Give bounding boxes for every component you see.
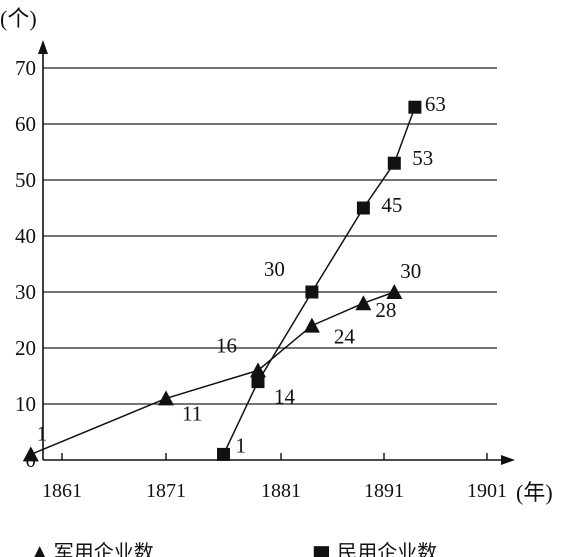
grid-lines	[43, 67, 497, 405]
x-tick-label-1901: 1901	[467, 480, 507, 502]
legend: ▲ 军用企业数 ■ 民用企业数	[0, 536, 566, 557]
y-tick-label-70: 70	[15, 56, 36, 80]
legend-military-label: 军用企业数	[53, 540, 154, 557]
enterprise-count-chart: 01020304050607018611871188118911901 1111…	[0, 6, 553, 505]
x-tick-label-1881: 1881	[261, 480, 301, 502]
series-0-marker-4	[355, 295, 372, 311]
series-0-marker-1	[158, 390, 174, 406]
series-0-marker-0	[22, 446, 39, 462]
y-tick-label-30: 30	[15, 280, 36, 304]
series-0-data-label-2: 16	[216, 333, 237, 357]
series-1-marker-3	[356, 201, 370, 215]
series-0-marker-3	[303, 317, 320, 333]
y-tick-label-40: 40	[15, 224, 36, 248]
series-0-data-label-1: 11	[182, 401, 202, 425]
series-1-data-label-4: 53	[412, 146, 433, 170]
y-tick-label-20: 20	[15, 336, 36, 360]
series-0-data-label-3: 24	[334, 325, 356, 349]
series-line-1	[222, 106, 416, 455]
series-1-data-label-2: 30	[264, 257, 285, 281]
y-axis-arrow	[38, 40, 48, 54]
series-1-data-label-3: 45	[381, 193, 402, 217]
series-1-data-label-0: 1	[236, 433, 247, 457]
y-tick-label-50: 50	[15, 168, 36, 192]
legend-civil: ■ 民用企业数	[312, 536, 437, 557]
legend-civil-label: 民用企业数	[337, 540, 438, 557]
x-tick-label-1871: 1871	[146, 480, 186, 502]
series-1-marker-1	[251, 375, 265, 389]
series-1-marker-0	[217, 447, 230, 461]
y-tick-label-10: 10	[15, 392, 36, 416]
axes	[38, 40, 515, 465]
series-1-marker-5	[408, 100, 422, 114]
series-0-data-label-0: 1	[37, 421, 48, 445]
series-1-marker-2	[305, 285, 319, 299]
x-axis-unit: (年)	[516, 480, 553, 505]
series-0-data-label-5: 30	[400, 259, 421, 283]
series-0-marker-5	[386, 284, 403, 299]
y-tick-label-60: 60	[15, 112, 36, 136]
x-tick-label-1891: 1891	[364, 480, 404, 502]
x-tick-label-1861: 1861	[42, 480, 82, 502]
legend-military: ▲ 军用企业数	[32, 536, 154, 557]
x-axis-arrow	[501, 455, 515, 465]
series-line-0	[30, 291, 395, 456]
y-axis-unit: (个)	[0, 6, 37, 31]
series-1-marker-4	[387, 156, 401, 170]
series-0-data-label-4: 28	[375, 298, 396, 322]
series-1-data-label-1: 14	[274, 385, 296, 409]
series-1-data-label-5: 63	[425, 92, 446, 116]
axis-ticks: 01020304050607018611871188118911901	[15, 56, 507, 502]
